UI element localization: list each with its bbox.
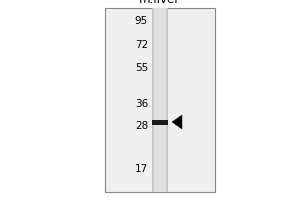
Text: 72: 72 bbox=[135, 40, 148, 50]
Bar bbox=[152, 119, 168, 124]
Bar bbox=[154, 8, 166, 192]
Text: 95: 95 bbox=[135, 16, 148, 26]
Bar bbox=[105, 8, 215, 192]
Text: 55: 55 bbox=[135, 63, 148, 73]
Text: 28: 28 bbox=[135, 121, 148, 131]
Text: m.liver: m.liver bbox=[140, 0, 181, 6]
Text: 17: 17 bbox=[135, 164, 148, 174]
Polygon shape bbox=[172, 115, 182, 129]
Text: 36: 36 bbox=[135, 99, 148, 109]
Bar bbox=[152, 8, 168, 192]
